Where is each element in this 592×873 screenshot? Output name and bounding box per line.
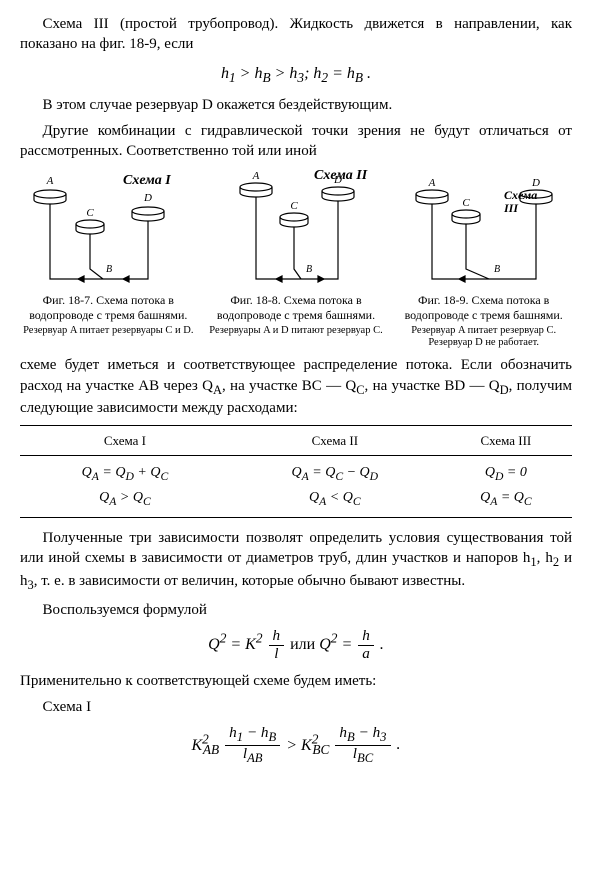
para-6: Воспользуемся формулой (20, 600, 572, 620)
frac-h-l: hl (269, 628, 285, 662)
figure-1: A D C B Схема I Фиг. 18-7. Схема потока … (20, 169, 197, 349)
frac-h-a-num: h (358, 628, 374, 646)
frac-f3b: hB − h3lBC (335, 725, 390, 766)
td-2: QA = QC − QDQA < QC (230, 456, 440, 518)
para-3: Другие комбинации с гидравлической точки… (20, 121, 572, 162)
frac-f3a-den: lAB (225, 746, 280, 766)
f2-lhs: Q2 = K2 (208, 636, 262, 653)
f3-m: > K2BC (286, 737, 329, 754)
fig2-caption: Фиг. 18-8. Схема потока в водопроводе с … (208, 293, 385, 322)
svg-text:C: C (87, 207, 95, 219)
para-8: Схема I (20, 697, 572, 717)
f3-dot: . (397, 737, 401, 754)
figures-row: A D C B Схема I Фиг. 18-7. Схема потока … (20, 169, 572, 349)
frac-h-l-num: h (269, 628, 285, 646)
frac-f3a-num: h1 − hB (225, 725, 280, 746)
svg-text:A: A (252, 170, 260, 182)
fig3-caption2: Резервуар A питает резервуар C. Резервуа… (395, 325, 572, 349)
frac-h-a: ha (358, 628, 374, 662)
fig2-caption2: Резервуары A и D питают резервуар C. (208, 325, 385, 337)
td-1: QA = QD + QCQA > QC (20, 456, 230, 518)
para-intro: Схема III (простой трубопровод). Жидкост… (20, 14, 572, 55)
para-5: Полученные три зависимости позволят опре… (20, 528, 572, 594)
svg-text:C: C (290, 200, 298, 212)
para-2: В этом случае резервуар D окажется безде… (20, 95, 572, 115)
frac-h-a-den: a (358, 646, 374, 663)
th-3: Схема III (440, 425, 572, 456)
svg-text:B: B (494, 264, 500, 275)
svg-text:B: B (306, 264, 312, 275)
para-7: Применительно к соответствующей схеме бу… (20, 671, 572, 691)
schemes-table: Схема I Схема II Схема III QA = QD + QCQ… (20, 425, 572, 518)
svg-text:B: B (106, 264, 112, 275)
fig1-label: Схема I (123, 173, 171, 188)
fig1-caption2: Резервуар A питает резервуары C и D. (20, 325, 197, 337)
figure-3: A D C B Схема III Фиг. 18-9. Схема поток… (395, 169, 572, 349)
formula-3: K2AB h1 − hBlAB > K2BC hB − h3lBC . (20, 725, 572, 766)
fig3-label-top: Схема (504, 188, 537, 202)
svg-text:A: A (427, 177, 435, 189)
figure-3-svg: A D C B Схема III (404, 169, 564, 289)
f3-l: K2AB (192, 737, 220, 754)
frac-h-l-den: l (269, 646, 285, 663)
figure-1-svg: A D C B Схема I (28, 169, 188, 289)
f2-rhs: Q2 = (319, 636, 356, 653)
svg-text:D: D (143, 192, 152, 204)
fig3-label-bot: III (503, 201, 519, 215)
th-1: Схема I (20, 425, 230, 456)
frac-f3b-den: lBC (335, 746, 390, 766)
fig1-caption: Фиг. 18-7. Схема потока в водопроводе с … (20, 293, 197, 322)
fig3-caption: Фиг. 18-9. Схема потока в водопроводе с … (395, 293, 572, 322)
th-2: Схема II (230, 425, 440, 456)
frac-f3a: h1 − hBlAB (225, 725, 280, 766)
svg-text:C: C (462, 197, 470, 209)
figure-2: A D C B Схема II Фиг. 18-8. Схема потока… (208, 169, 385, 349)
para-4: схеме будет иметься и соответствующее ра… (20, 355, 572, 418)
f2-dot: . (380, 636, 384, 653)
formula-1: h1 > hB > h3; h2 = hB . (20, 63, 572, 87)
figure-2-svg: A D C B Схема II (216, 169, 376, 289)
fig2-label: Схема II (314, 169, 368, 183)
formula-2: Q2 = K2 hl или Q2 = ha . (20, 628, 572, 662)
frac-f3b-num: hB − h3 (335, 725, 390, 746)
f2-mid: или (290, 636, 319, 653)
svg-text:A: A (46, 175, 54, 187)
td-3: QD = 0QA = QC (440, 456, 572, 518)
